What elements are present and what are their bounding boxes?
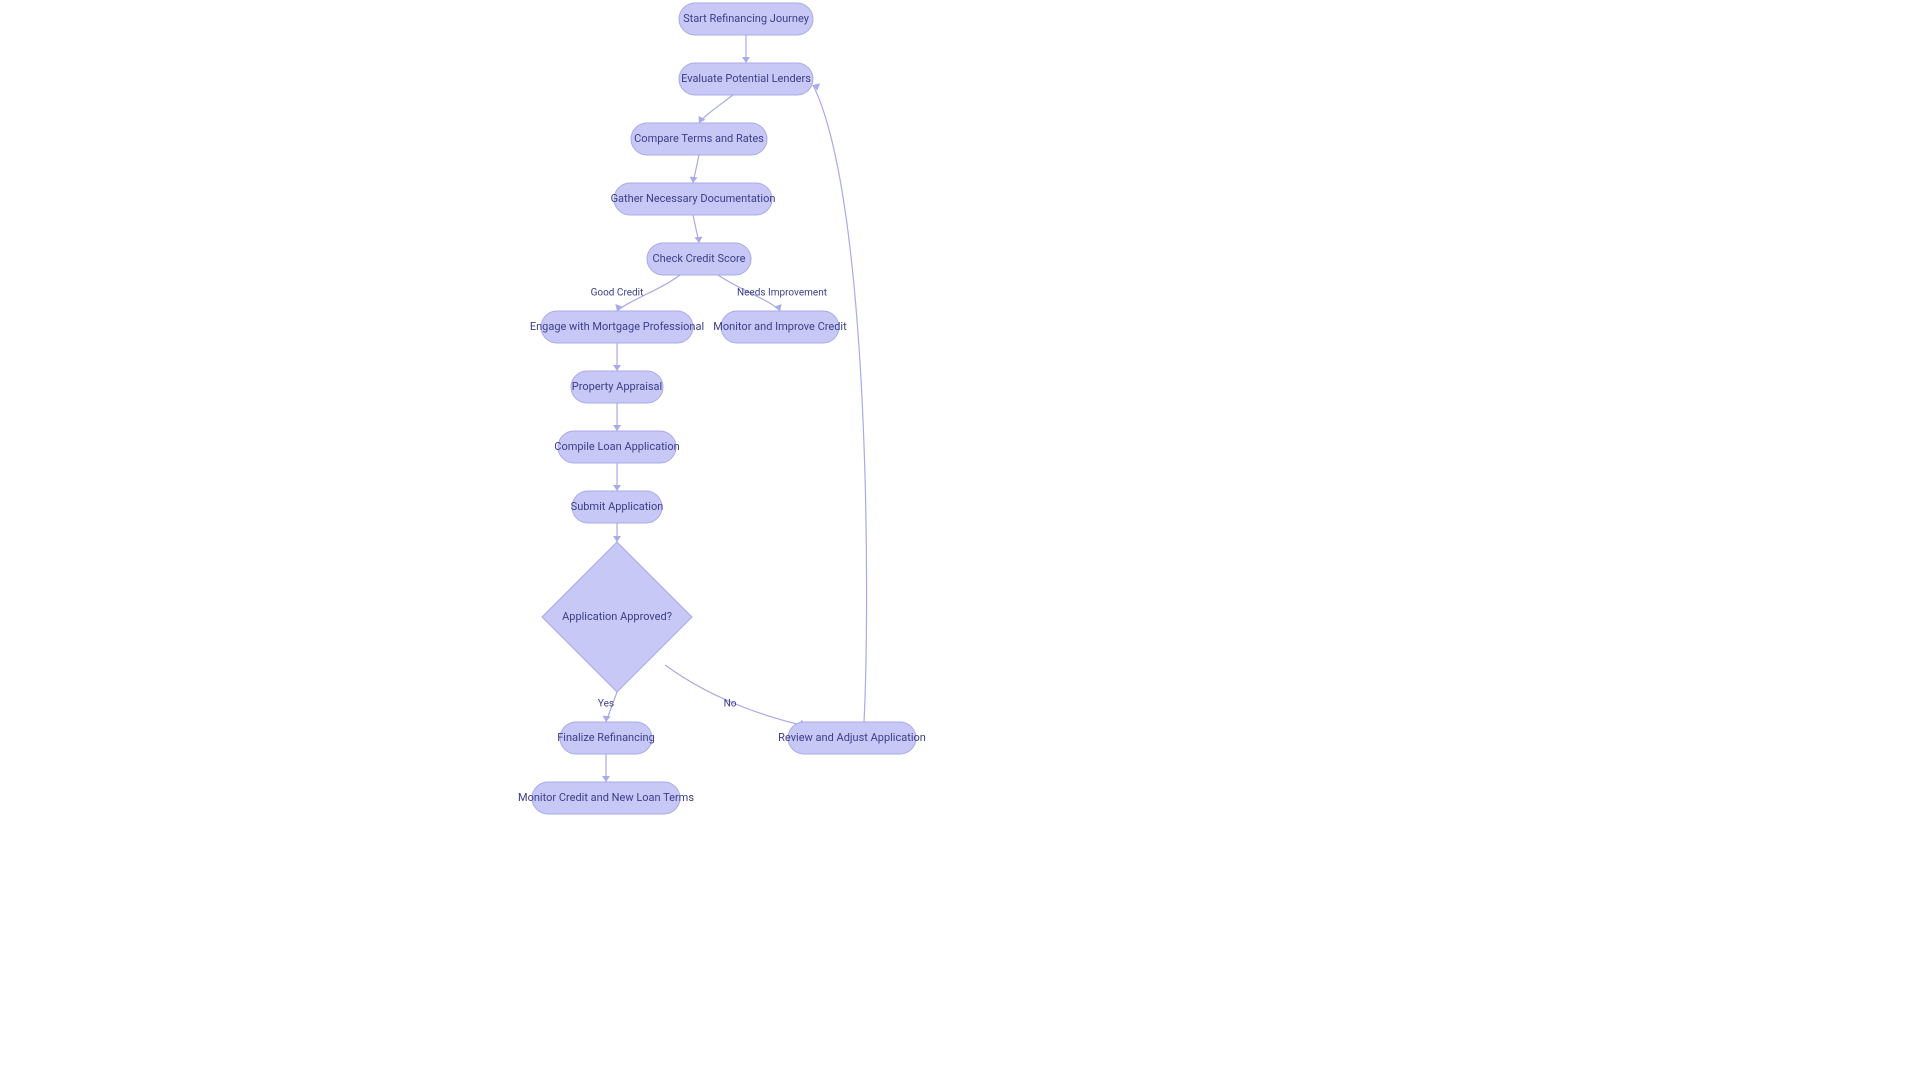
node-compile: Compile Loan Application [554,431,679,463]
node-label: Monitor and Improve Credit [713,320,847,333]
edge [613,463,621,491]
edge: Yes [598,692,617,722]
node-label: Monitor Credit and New Loan Terms [518,791,694,804]
node-label: Compile Loan Application [554,440,679,453]
edge: Needs Improvement [718,275,827,311]
node-label: Application Approved? [562,610,672,623]
arrowhead-icon [694,237,702,243]
arrowhead-icon [613,365,621,371]
node-finalize: Finalize Refinancing [557,722,655,754]
node-approv: Application Approved? [542,542,692,692]
node-label: Check Credit Score [653,252,746,265]
edge [613,343,621,371]
node-label: Engage with Mortgage Professional [530,320,704,333]
node-eval: Evaluate Potential Lenders [679,63,813,95]
edge: Good Credit [591,275,680,311]
edge [742,35,750,63]
arrowhead-icon [603,716,611,722]
edge: No [665,665,805,726]
node-review: Review and Adjust Application [778,722,926,754]
node-engage: Engage with Mortgage Professional [530,311,704,343]
edge-label: Yes [598,699,614,710]
edge-label: Needs Improvement [737,288,827,299]
node-label: Compare Terms and Rates [634,132,764,145]
node-label: Evaluate Potential Lenders [681,72,811,85]
node-label: Review and Adjust Application [778,731,926,744]
arrowhead-icon [613,485,621,491]
arrowhead-icon [774,304,782,311]
arrowhead-icon [613,425,621,431]
edge [613,523,621,542]
flowchart-canvas: Good Credit Needs Improvement Yes No Start R… [0,0,1920,1080]
node-label: Property Appraisal [572,380,662,393]
arrowhead-icon [602,776,610,782]
node-gather: Gather Necessary Documentation [611,183,776,215]
arrowhead-icon [690,177,698,183]
arrowhead-icon [742,57,750,63]
node-credit: Check Credit Score [647,243,751,275]
edge-label: No [724,699,737,710]
node-submit: Submit Application [571,491,664,523]
arrowhead-icon [613,536,621,542]
edge [690,155,699,183]
node-apprais: Property Appraisal [571,371,663,403]
node-start: Start Refinancing Journey [679,3,813,35]
edge [613,403,621,431]
node-monitor: Monitor and Improve Credit [713,311,847,343]
edge [699,95,733,123]
edge [602,754,610,782]
node-label: Finalize Refinancing [557,731,655,744]
edge-label: Good Credit [591,288,644,299]
edge [813,83,867,722]
node-compare: Compare Terms and Rates [631,123,767,155]
node-newloan: Monitor Credit and New Loan Terms [518,782,694,814]
node-label: Submit Application [571,500,664,513]
node-label: Start Refinancing Journey [683,12,810,25]
node-label: Gather Necessary Documentation [611,192,776,205]
edge [693,215,702,243]
